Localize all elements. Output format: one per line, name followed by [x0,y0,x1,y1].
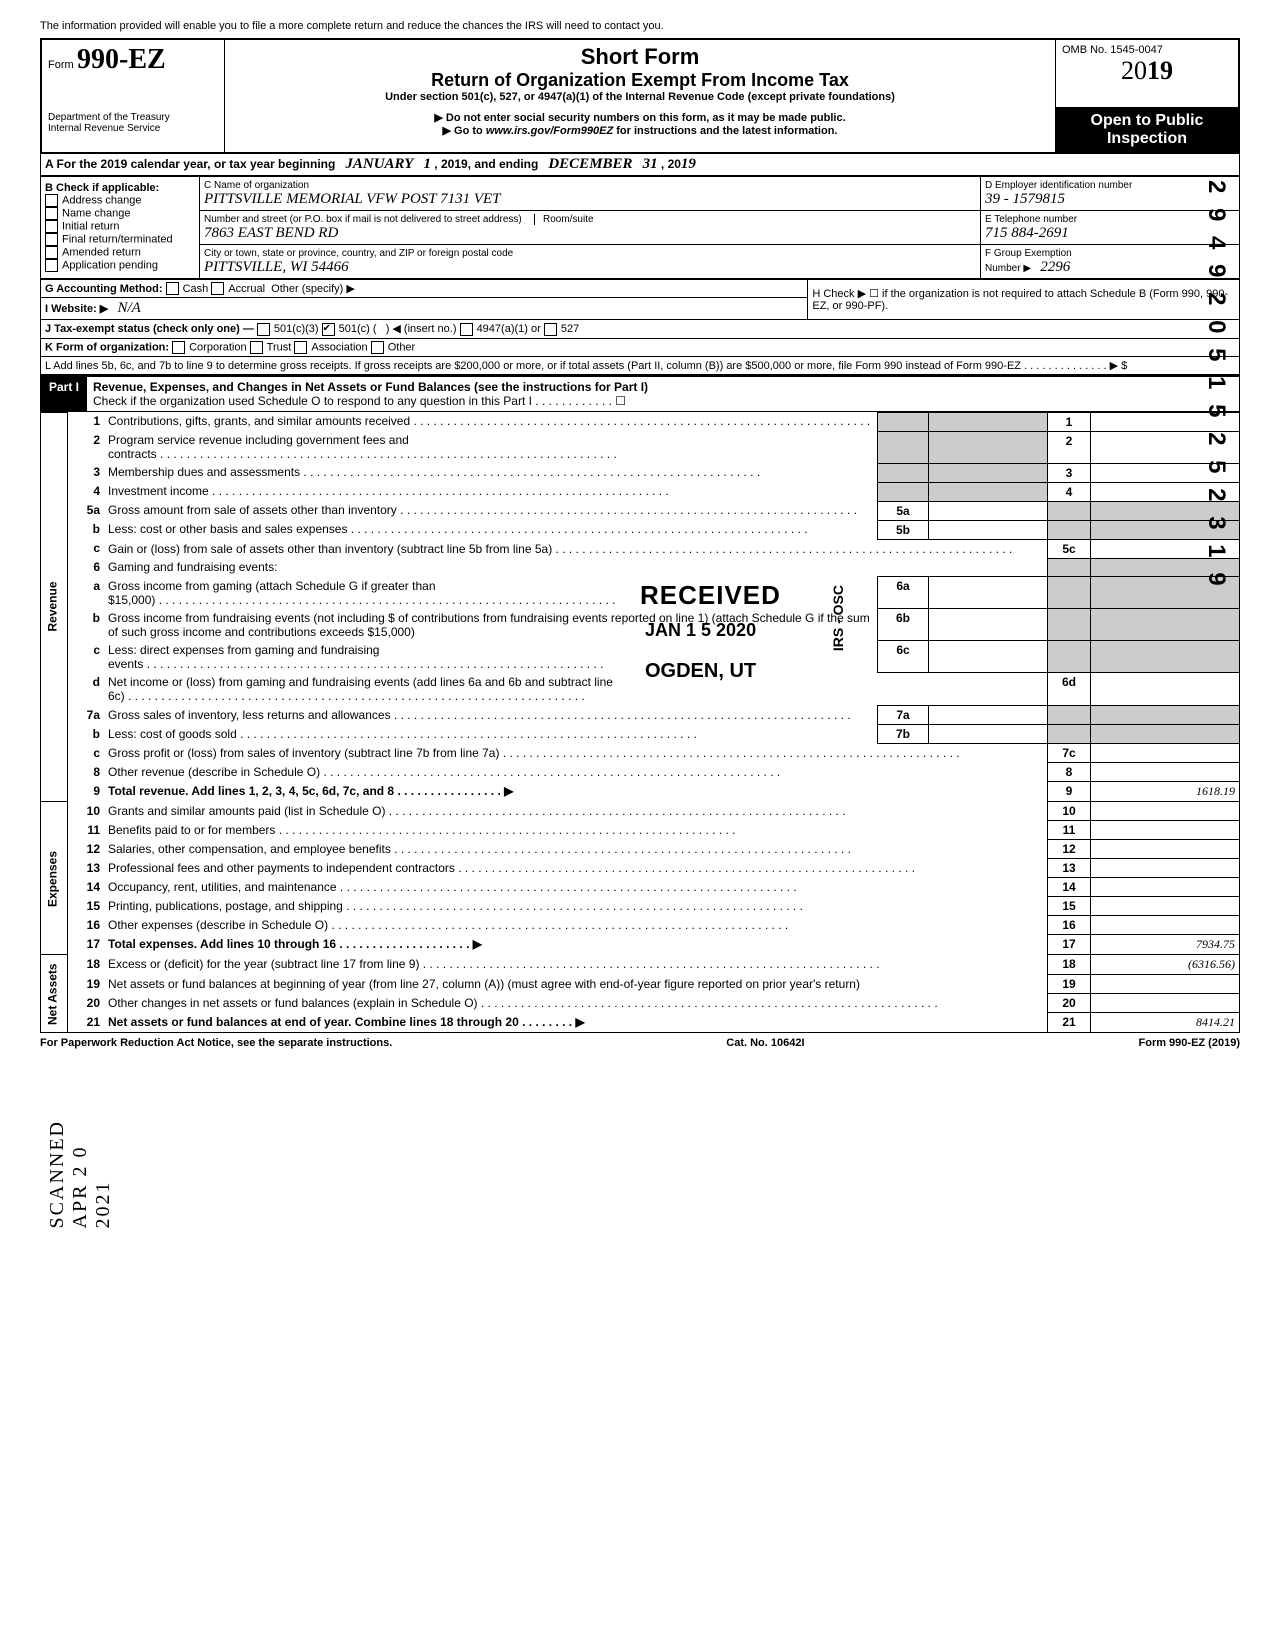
cb-501c3[interactable] [257,323,270,336]
cb-name-change[interactable] [45,207,58,220]
netassets-side-label: Net Assets [41,955,68,1033]
line18-value: (6316.56) [1091,955,1240,975]
cb-address-change[interactable] [45,194,58,207]
part1-checkline: Check if the organization used Schedule … [93,394,626,408]
ssn-warning: Do not enter social security numbers on … [231,111,1049,124]
part1-title: Revenue, Expenses, and Changes in Net As… [93,380,648,394]
ghijkl-block: G Accounting Method: Cash Accrual Other … [40,279,1240,375]
cb-application-pending[interactable] [45,259,58,272]
phone-value: 715 884-2691 [985,225,1069,241]
subtitle: Under section 501(c), 527, or 4947(a)(1)… [231,91,1049,103]
line-g-label: G Accounting Method: [45,283,163,295]
top-note: The information provided will enable you… [40,20,1240,32]
line-k-label: K Form of organization: [45,341,169,353]
cb-other-org[interactable] [371,341,384,354]
city-value: PITTSVILLE, WI 54466 [204,259,349,275]
return-title: Return of Organization Exempt From Incom… [231,70,1049,91]
cb-accrual[interactable] [211,282,224,295]
ty-begin-day: 1 [423,156,431,172]
line9-value: 1618.19 [1091,782,1240,802]
open-to-public: Open to PublicInspection [1056,107,1240,153]
dept2: Internal Revenue Service [48,123,218,134]
box-c-label: C Name of organization [204,180,309,191]
instructions-link[interactable]: www.irs.gov/Form990EZ [486,125,613,137]
line-h: H Check ▶ ☐ if the organization is not r… [812,288,1228,312]
cb-527[interactable] [544,323,557,336]
page-footer: For Paperwork Reduction Act Notice, see … [40,1037,1240,1049]
room-label: Room/suite [534,214,594,225]
ty-end-month: DECEMBER [548,156,632,172]
line-j-label: J Tax-exempt status (check only one) — [45,323,254,335]
box-f-label: F Group Exemption [985,248,1072,259]
revenue-side-label: Revenue [41,412,68,802]
dept1: Department of the Treasury [48,112,218,123]
tax-year: 2019 [1062,56,1232,86]
form-number: 990-EZ [77,44,166,75]
goto-line: ▶ Go to www.irs.gov/Form990EZ for instru… [231,124,1049,137]
line21-value: 8414.21 [1091,1013,1240,1033]
group-exemption-value: 2296 [1040,259,1070,275]
line-a: A For the 2019 calendar year, or tax yea… [40,154,1240,176]
footer-right: Form 990-EZ (2019) [1139,1037,1240,1049]
cb-corp[interactable] [172,341,185,354]
box-f-label2: Number ▶ [985,263,1031,274]
city-label: City or town, state or province, country… [204,248,513,259]
cb-initial-return[interactable] [45,220,58,233]
ty-begin-month: JANUARY [345,156,413,172]
line-i-label: I Website: ▶ [45,303,108,315]
street-value: 7863 EAST BEND RD [204,225,338,241]
cb-4947a1[interactable] [460,323,473,336]
dln-number: 2 9 4 9 2 0 5 1 5 2 5 2 3 1 9 [1202,180,1230,590]
omb-no: OMB No. 1545-0047 [1062,44,1232,56]
ty-end-year: 19 [681,156,696,172]
cb-cash[interactable] [166,282,179,295]
street-label: Number and street (or P.O. box if mail i… [204,214,522,225]
cb-final-return[interactable] [45,233,58,246]
line-l: L Add lines 5b, 6c, and 7b to line 9 to … [41,356,1240,374]
scanned-stamp: SCANNED APR 2 0 2021 [46,1120,115,1228]
form-header: Form 990-EZ Department of the Treasury I… [40,38,1240,154]
form-label: Form [48,59,74,71]
footer-catno: Cat. No. 10642I [726,1037,804,1049]
cb-501c[interactable] [322,323,335,336]
short-form-title: Short Form [231,44,1049,70]
expenses-side-label: Expenses [41,802,68,955]
cb-trust[interactable] [250,341,263,354]
ty-end-day: 31 [643,156,658,172]
cb-amended-return[interactable] [45,246,58,259]
line17-value: 7934.75 [1091,935,1240,955]
part1-header: Part I Revenue, Expenses, and Changes in… [40,375,1240,412]
box-b-label: B Check if applicable: [45,182,159,194]
part1-label: Part I [41,377,87,411]
ein-value: 39 - 1579815 [985,191,1065,207]
footer-left: For Paperwork Reduction Act Notice, see … [40,1037,392,1049]
entity-block: B Check if applicable: Address change Na… [40,176,1240,279]
box-d-label: D Employer identification number [985,180,1132,191]
cb-assoc[interactable] [294,341,307,354]
box-e-label: E Telephone number [985,214,1077,225]
org-name: PITTSVILLE MEMORIAL VFW POST 7131 VET [204,191,501,207]
part1-table: Revenue 1Contributions, gifts, grants, a… [40,412,1240,1034]
website-value: N/A [117,300,140,316]
